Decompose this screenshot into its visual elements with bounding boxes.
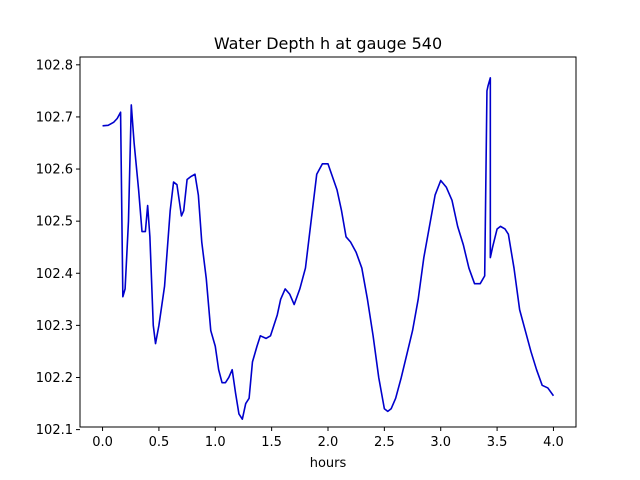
x-tick-label: 3.5 [487,435,508,450]
series-line-0 [102,77,555,420]
plot-area [102,77,555,420]
x-tick-label: 0.0 [92,435,113,450]
y-tick-label: 102.3 [36,319,73,334]
y-tick-label: 102.2 [36,371,73,386]
x-tick-label: 0.5 [149,435,170,450]
x-tick-label: 2.5 [374,435,395,450]
y-axis: 102.1 102.2 102.3 102.4 102.5 102.6 102.7 102.8 [36,58,80,438]
x-axis: 0.0 0.5 1.0 1.5 2.0 2.5 3.0 3.5 4.0 [92,427,564,450]
y-tick-label: 102.4 [36,267,73,282]
x-tick-label: 1.0 [205,435,226,450]
y-tick-label: 102.5 [36,215,73,230]
x-tick-label: 3.0 [430,435,451,450]
plot-frame [79,56,577,428]
x-tick-label: 4.0 [543,435,564,450]
chart-title: Water Depth h at gauge 540 [214,34,442,53]
x-tick-label: 1.5 [261,435,282,450]
x-tick-label: 2.0 [318,435,339,450]
y-tick-label: 102.6 [36,163,73,178]
y-tick-label: 102.1 [36,423,73,438]
y-tick-label: 102.8 [36,58,73,73]
x-axis-label: hours [310,456,347,471]
y-tick-label: 102.7 [36,110,73,125]
